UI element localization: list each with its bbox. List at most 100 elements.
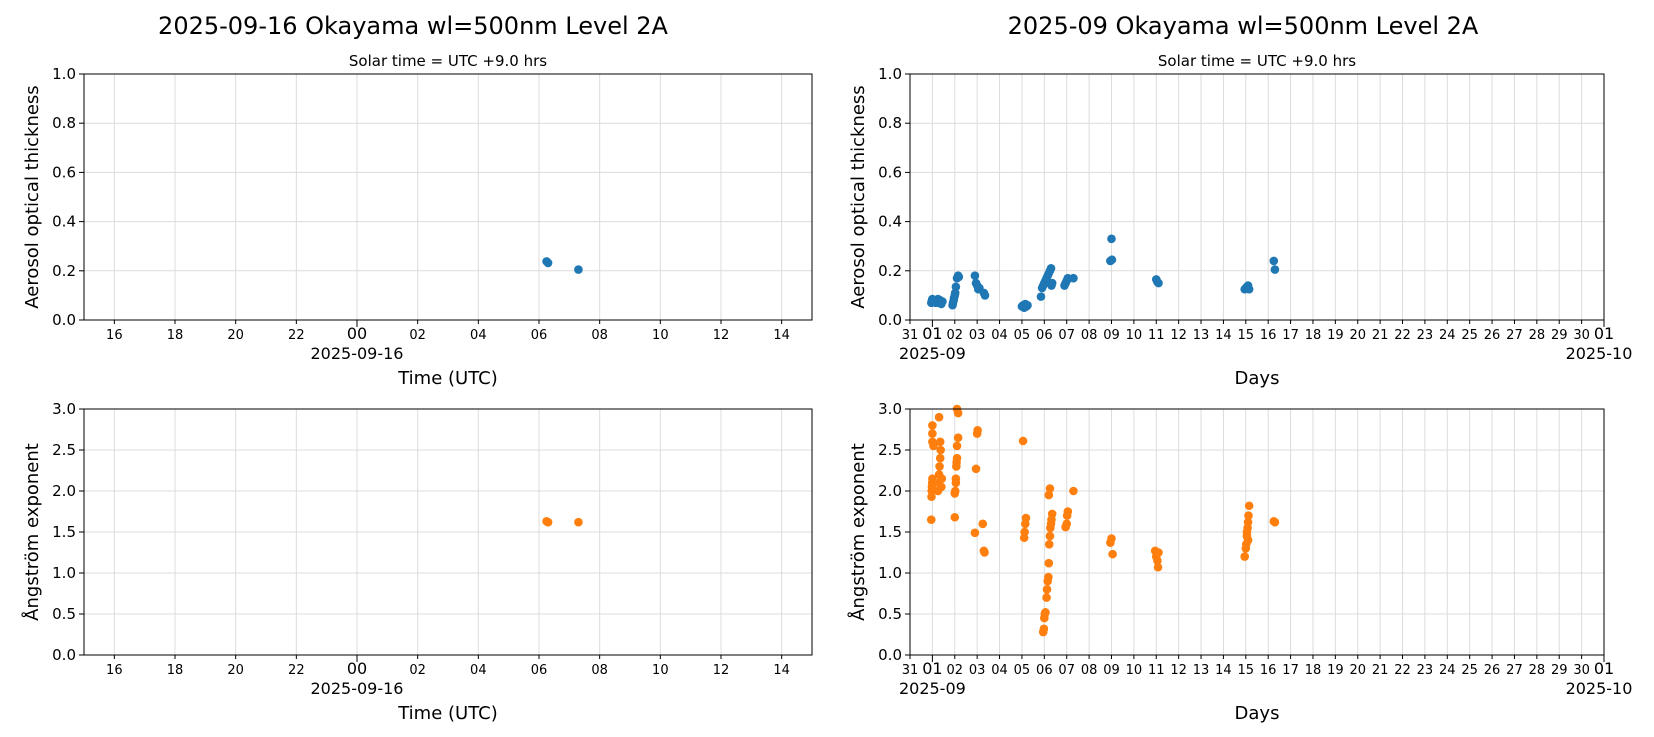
- x-tick-label: 01: [922, 324, 942, 343]
- data-point: [1107, 534, 1116, 543]
- y-tick-label: 2.5: [52, 441, 76, 459]
- x-tick-label: 03: [969, 328, 986, 343]
- x-tick-label: 18: [167, 663, 184, 678]
- data-point: [574, 517, 583, 527]
- data-point: [937, 482, 946, 492]
- x-tick-label: 10: [1126, 663, 1143, 678]
- data-points: [926, 234, 1280, 313]
- data-point: [971, 464, 981, 474]
- panel-subtitle: Solar time = UTC +9.0 hrs: [349, 52, 547, 70]
- x-tick-label: 21: [1372, 663, 1389, 678]
- x-tick-label: 07: [1058, 663, 1075, 678]
- x-date-label-end: 2025-10: [1566, 679, 1633, 698]
- data-point: [1039, 624, 1049, 634]
- x-tick-label: 04: [991, 328, 1008, 343]
- x-tick-label: 23: [1417, 663, 1434, 678]
- x-tick-label: 06: [1036, 663, 1053, 678]
- x-tick-label: 25: [1461, 663, 1478, 678]
- data-point: [1018, 436, 1028, 446]
- data-point: [1244, 501, 1254, 511]
- y-tick-label: 0.8: [878, 114, 902, 132]
- data-point: [1270, 265, 1280, 274]
- x-tick-label: 11: [1148, 663, 1165, 678]
- data-points: [926, 404, 1280, 637]
- x-axis-label: Days: [1235, 368, 1280, 389]
- data-point: [1069, 486, 1078, 496]
- x-tick-label: 30: [1573, 663, 1590, 678]
- y-tick-label: 0.4: [878, 213, 902, 231]
- y-tick-label: 0.4: [52, 213, 76, 231]
- x-tick-label: 29: [1551, 663, 1568, 678]
- x-tick-label: 17: [1282, 328, 1299, 343]
- x-tick-label: 26: [1484, 328, 1501, 343]
- x-tick-label: 17: [1282, 663, 1299, 678]
- data-point: [1021, 513, 1031, 523]
- data-point: [1107, 234, 1116, 244]
- data-point: [1047, 509, 1057, 519]
- y-tick-label: 2.5: [878, 441, 902, 459]
- y-tick-label: 0.6: [878, 163, 902, 181]
- x-tick-label: 05: [1014, 663, 1031, 678]
- data-point: [1154, 548, 1163, 557]
- data-points: [542, 257, 583, 274]
- data-point: [935, 462, 944, 471]
- x-tick-label: 01: [1594, 324, 1614, 343]
- x-tick-label: 12: [1170, 328, 1187, 343]
- data-point: [1269, 256, 1279, 266]
- data-point: [926, 515, 936, 524]
- y-tick-label: 0.6: [52, 163, 76, 181]
- x-tick-label: 04: [991, 663, 1008, 678]
- data-point: [970, 271, 980, 281]
- x-tick-label: 08: [1081, 663, 1098, 678]
- x-axis-label: Days: [1235, 703, 1280, 724]
- y-tick-label: 0.0: [878, 646, 902, 664]
- x-tick-label: 12: [713, 328, 730, 343]
- data-point: [1107, 255, 1117, 265]
- data-point: [954, 272, 964, 282]
- x-tick-label: 18: [1305, 328, 1322, 343]
- x-tick-label: 08: [591, 663, 608, 678]
- x-tick-label: 22: [288, 328, 305, 343]
- x-tick-label: 02: [409, 663, 426, 678]
- y-tick-label: 0.0: [52, 311, 76, 329]
- grid: [84, 73, 812, 321]
- data-point: [1243, 535, 1253, 545]
- x-tick-label: 24: [1439, 328, 1456, 343]
- data-point: [980, 548, 989, 557]
- x-tick-label: 16: [106, 663, 123, 678]
- x-tick-label: 11: [1148, 328, 1165, 343]
- data-point: [1270, 517, 1280, 527]
- x-tick-label: 19: [1327, 328, 1344, 343]
- data-point: [928, 429, 937, 438]
- data-point: [1062, 519, 1072, 529]
- data-point: [1042, 593, 1051, 602]
- x-tick-label: 06: [531, 663, 548, 678]
- x-tick-label: 12: [713, 663, 730, 678]
- x-tick-label: 14: [773, 663, 790, 678]
- x-tick-label: 15: [1238, 663, 1255, 678]
- x-tick-label: 31: [902, 328, 919, 343]
- x-tick-label: 10: [652, 328, 669, 343]
- x-tick-label: 30: [1573, 328, 1590, 343]
- y-axis-label: Aerosol optical thickness: [848, 85, 869, 308]
- data-point: [936, 445, 945, 455]
- x-tick-label: 02: [947, 328, 964, 343]
- y-tick-label: 0.5: [878, 605, 902, 623]
- data-point: [1042, 585, 1052, 594]
- data-point: [950, 512, 960, 522]
- x-tick-label: 06: [1036, 328, 1053, 343]
- monthly-angstrom-panel: 0.00.51.01.52.02.53.031 01 02 03 04 05 06 07 08 0…: [847, 400, 1632, 724]
- x-tick-label: 00: [347, 324, 367, 343]
- x-tick-label: 00: [347, 659, 367, 678]
- data-point: [1069, 273, 1078, 283]
- data-point: [935, 437, 945, 447]
- x-tick-label: 19: [1327, 663, 1344, 678]
- y-tick-label: 0.2: [878, 262, 902, 280]
- x-tick-label: 09: [1103, 328, 1120, 343]
- x-tick-label: 16: [1260, 663, 1277, 678]
- x-tick-label: 06: [531, 328, 548, 343]
- x-tick-label: 12: [1170, 663, 1187, 678]
- x-tick-label: 23: [1417, 328, 1434, 343]
- data-point: [1045, 484, 1055, 493]
